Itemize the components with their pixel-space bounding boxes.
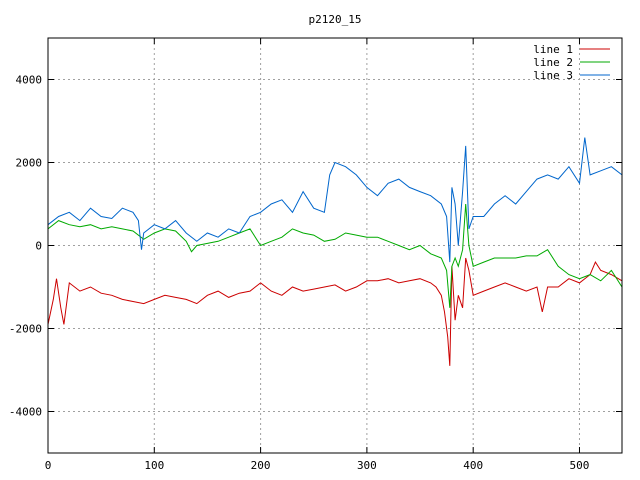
y-tick-label: 2000 bbox=[16, 157, 43, 170]
y-tick-label: 4000 bbox=[16, 74, 43, 87]
chart-title: p2120_15 bbox=[309, 13, 362, 26]
series-line-2 bbox=[47, 203, 623, 308]
legend-label: line 2 bbox=[533, 56, 573, 69]
x-tick-label: 300 bbox=[357, 459, 377, 472]
y-tick-label: -2000 bbox=[9, 323, 42, 336]
y-tick-label: 0 bbox=[35, 240, 42, 253]
axis-ticks: 0 100 200 300 400 500 -4000 -2000 0 2000 4000 bbox=[9, 38, 622, 472]
legend-label: line 3 bbox=[533, 69, 573, 82]
series-group bbox=[47, 137, 623, 366]
grid bbox=[48, 38, 622, 453]
y-tick-label: -4000 bbox=[9, 406, 42, 419]
x-tick-label: 200 bbox=[251, 459, 271, 472]
x-tick-label: 400 bbox=[463, 459, 483, 472]
series-line-1 bbox=[47, 257, 623, 366]
legend-label: line 1 bbox=[533, 43, 573, 56]
x-tick-label: 100 bbox=[144, 459, 164, 472]
x-tick-label: 500 bbox=[570, 459, 590, 472]
x-tick-label: 0 bbox=[45, 459, 52, 472]
series-line-3 bbox=[47, 137, 623, 263]
